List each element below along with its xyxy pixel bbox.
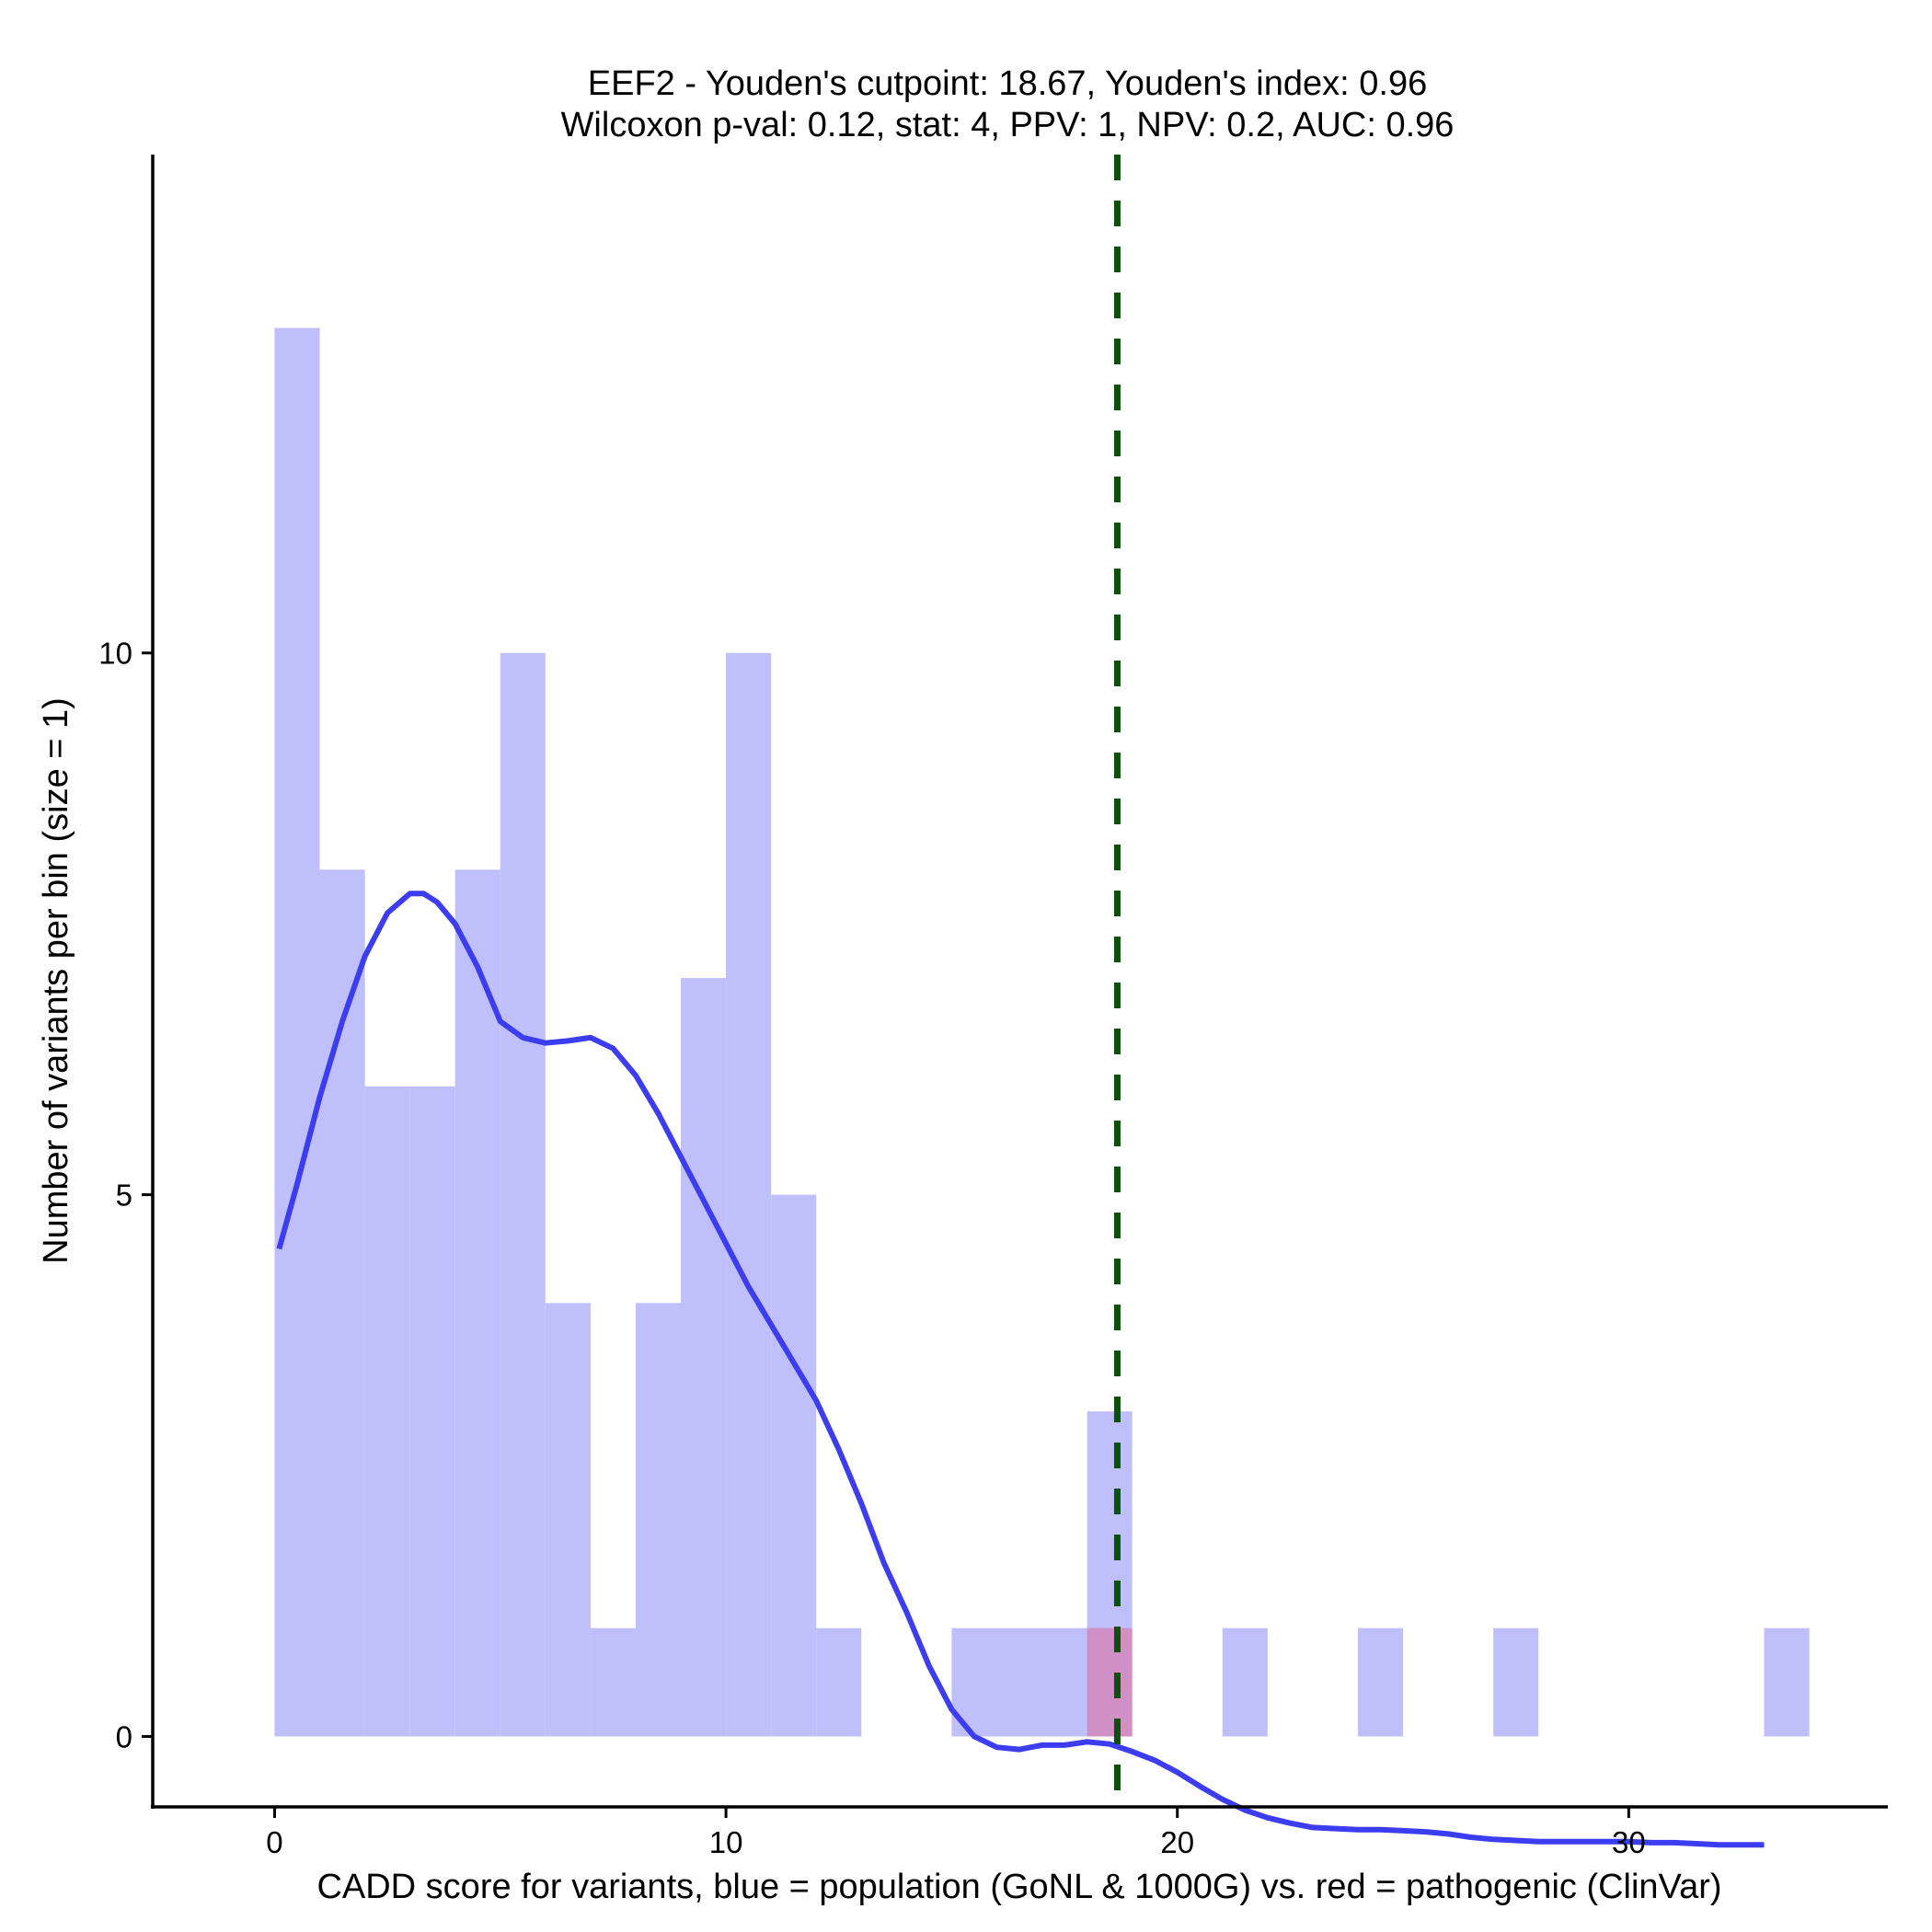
histogram-bar-s0-7	[590, 1627, 636, 1737]
x-tick-label: 0	[266, 1825, 282, 1859]
histogram-bar-s0-19	[1493, 1627, 1539, 1737]
y-tick-label: 5	[116, 1179, 132, 1213]
histogram-bar-s0-6	[545, 1303, 591, 1737]
histogram-bar-s0-4	[454, 869, 500, 1737]
histogram-bar-s0-10	[726, 652, 772, 1737]
histogram-bar-s0-18	[1357, 1627, 1404, 1737]
density-curve	[276, 891, 1765, 1848]
x-axis-label: CADD score for variants, blue = populati…	[316, 1868, 1721, 1906]
histogram-bar-s0-8	[635, 1303, 682, 1737]
histogram-bar-s0-1	[319, 869, 365, 1737]
chart-subtitle: Wilcoxon p-val: 0.12, stat: 4, PPV: 1, N…	[561, 106, 1455, 144]
y-ticks-layer: 0 5 10	[98, 637, 153, 1754]
histogram-bar-s0-11	[771, 1194, 817, 1737]
y-tick-label: 0	[116, 1719, 132, 1754]
density-layer	[276, 891, 1765, 1848]
histogram-bar-s0-0	[274, 328, 320, 1737]
histogram-bar-s0-2	[364, 1086, 410, 1737]
y-axis-label: Number of variants per bin (size = 1)	[37, 697, 75, 1264]
histogram-bar-s0-9	[681, 978, 727, 1737]
x-ticks-layer: 0 10 20 30	[266, 1807, 1646, 1859]
histogram-bar-s0-20	[1764, 1627, 1810, 1737]
histogram-bar-s0-15	[1041, 1627, 1087, 1737]
chart-title: EEF2 - Youden's cutpoint: 18.67, Youden'…	[588, 64, 1427, 103]
histogram-bar-s0-3	[409, 1086, 455, 1737]
histogram-bar-s0-17	[1222, 1627, 1268, 1737]
histogram-bar-s0-5	[500, 652, 546, 1737]
x-tick-label: 30	[1612, 1825, 1646, 1859]
x-tick-label: 10	[709, 1825, 743, 1859]
histogram-bar-s0-12	[816, 1627, 862, 1737]
bars-layer	[274, 328, 1810, 1737]
histogram-bar-s0-14	[996, 1627, 1042, 1737]
x-tick-label: 20	[1160, 1825, 1194, 1859]
histogram-bar-s1-0	[1087, 1627, 1133, 1737]
y-tick-label: 10	[98, 637, 132, 671]
